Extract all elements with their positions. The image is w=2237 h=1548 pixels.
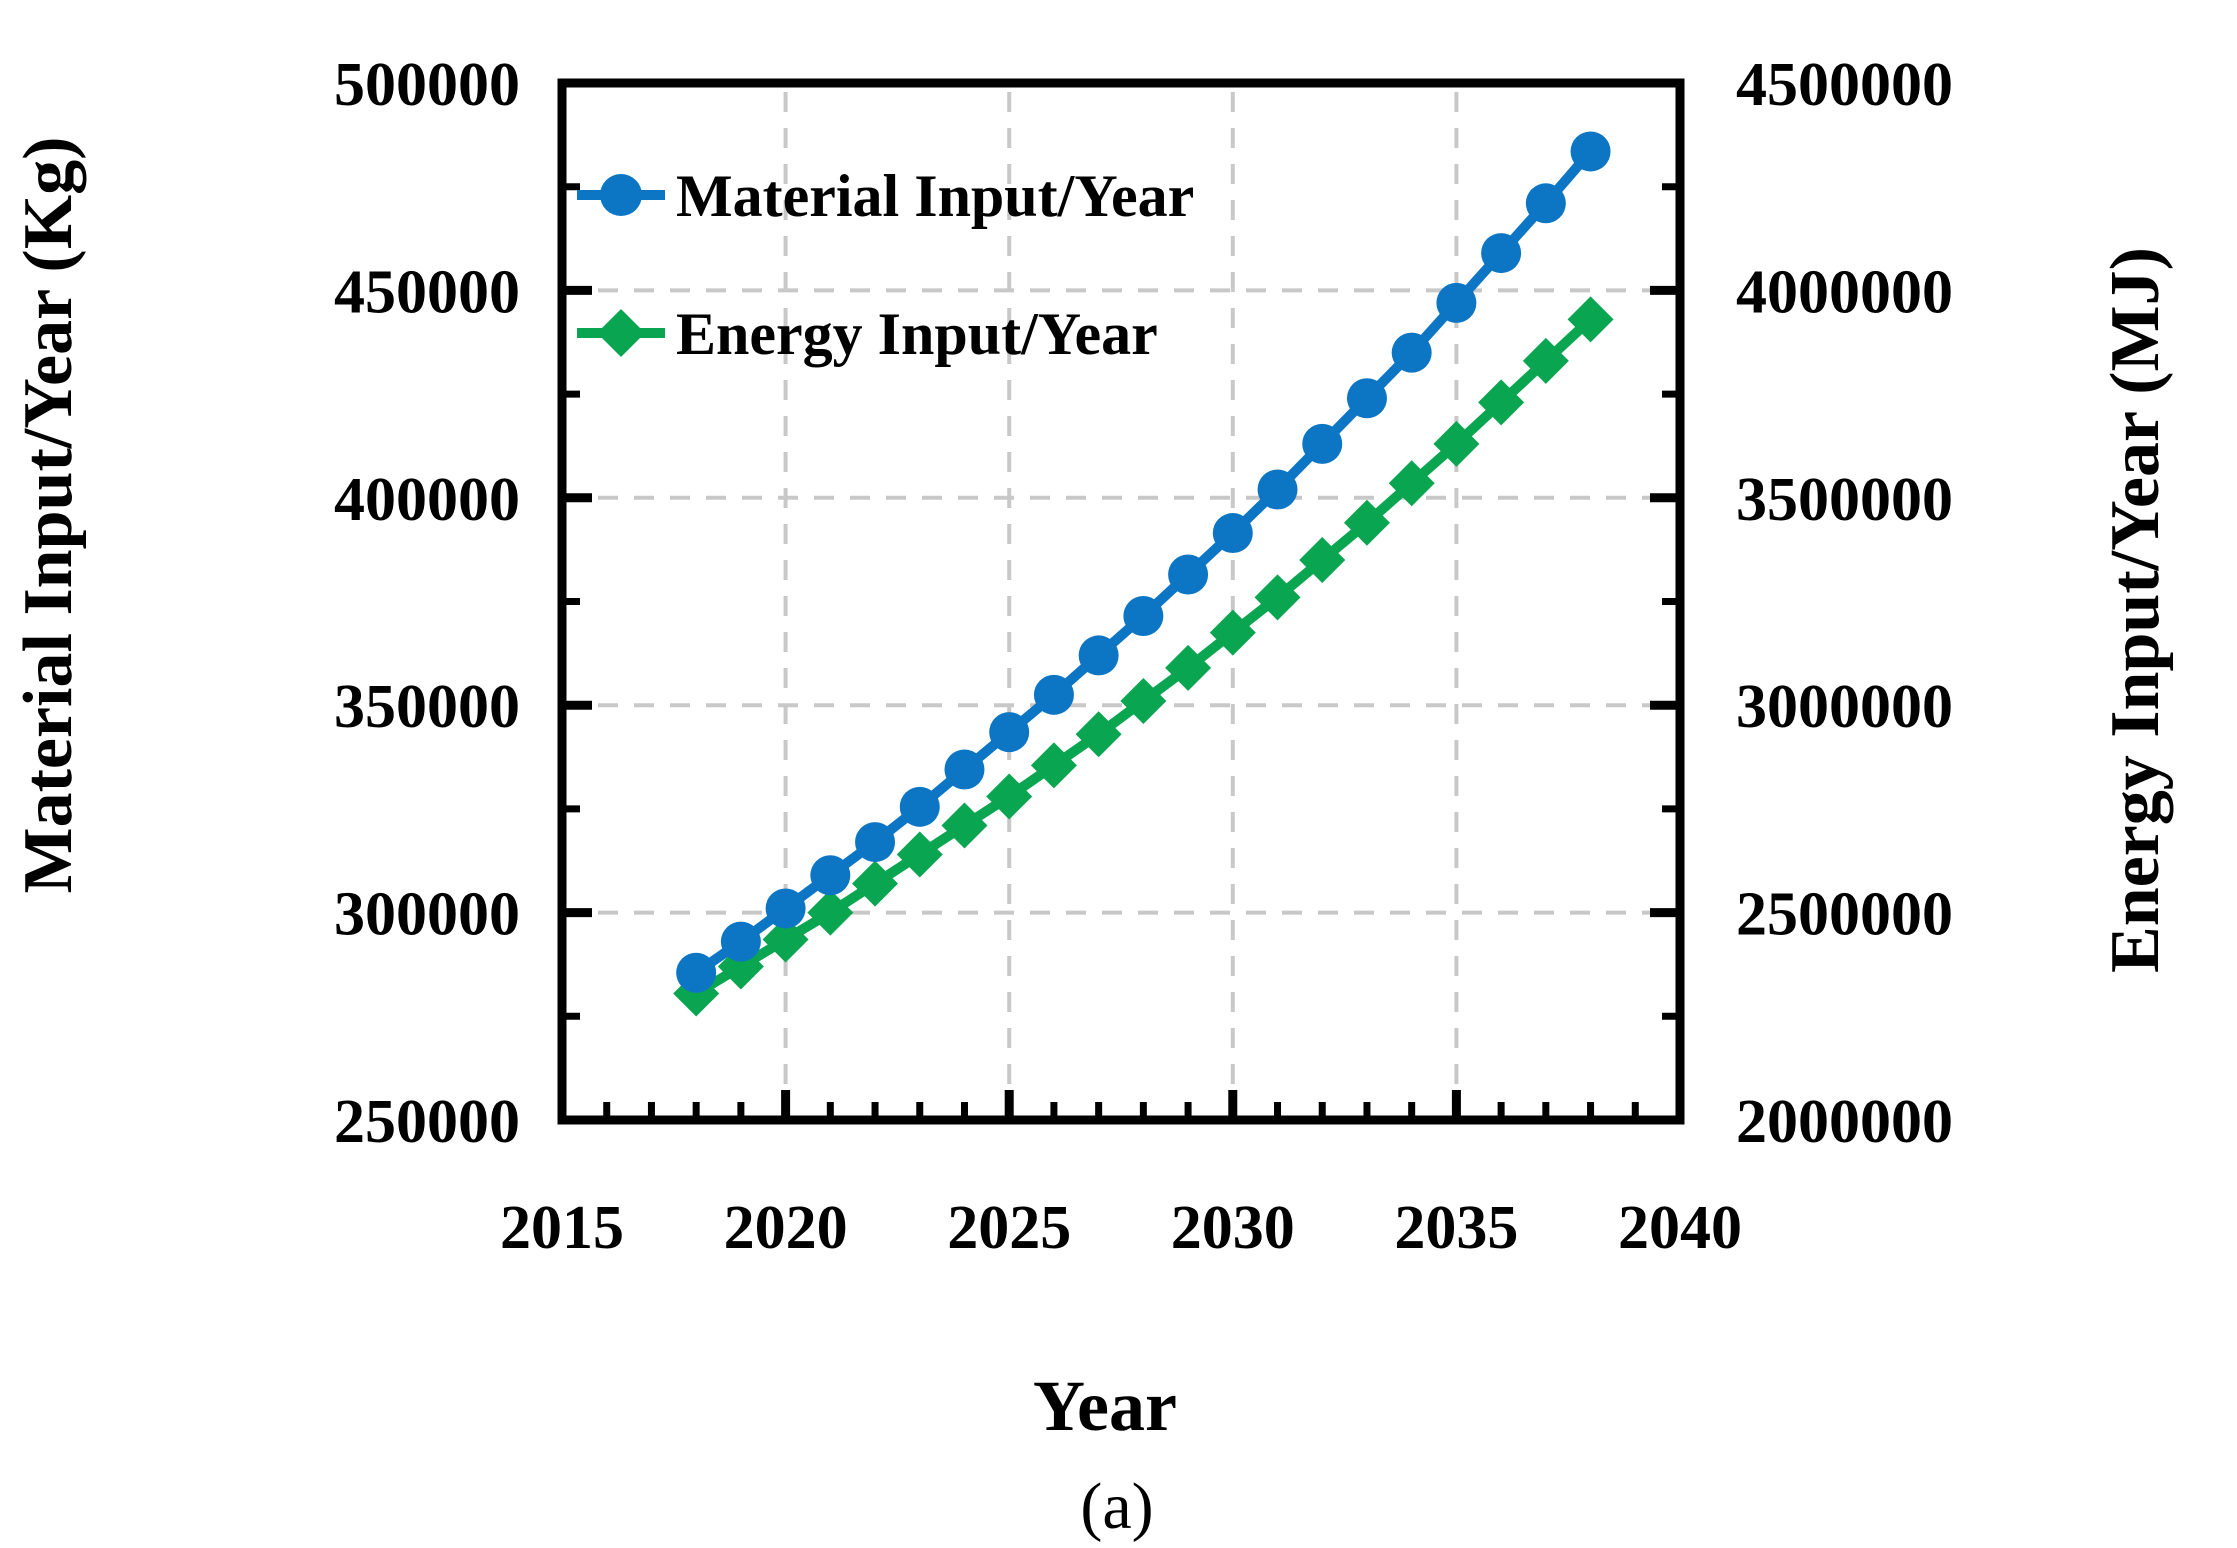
- series-material-input: [676, 131, 1611, 993]
- y-left-tick-label: 500000: [334, 51, 520, 119]
- data-point-circle: [1212, 513, 1253, 554]
- x-tick-label: 2025: [947, 1194, 1071, 1262]
- y-axis-title-left: Material Input/Year (Kg): [10, 137, 87, 894]
- y-left-tick-label: 300000: [334, 881, 520, 949]
- y-left-tick-label: 450000: [334, 258, 520, 326]
- data-point-circle: [855, 822, 896, 863]
- data-point-diamond: [852, 860, 899, 907]
- data-point-circle: [1570, 131, 1611, 172]
- legend-label-energy: Energy Input/Year: [676, 301, 1158, 367]
- data-point-circle: [1436, 282, 1477, 323]
- data-point-circle: [1391, 332, 1432, 373]
- data-point-diamond: [1254, 574, 1301, 621]
- data-point-circle: [720, 921, 761, 962]
- data-point-circle: [1078, 635, 1119, 676]
- data-point-diamond: [1120, 678, 1167, 725]
- data-point-diamond: [941, 802, 988, 849]
- data-point-diamond: [1567, 296, 1614, 343]
- data-point-diamond: [1075, 711, 1122, 758]
- data-point-circle: [1525, 183, 1566, 224]
- y-axis-right-tick-labels: 2000000 2500000 3000000 3500000 4000000 45000…: [1736, 51, 1953, 1156]
- x-tick-label: 2015: [500, 1194, 624, 1262]
- legend-marker-material: [577, 174, 665, 216]
- data-point-circle: [944, 749, 985, 790]
- x-axis-title: Year: [1033, 1366, 1177, 1446]
- data-point-diamond: [1165, 644, 1212, 691]
- data-point-circle: [1302, 423, 1343, 464]
- data-point-circle: [765, 888, 806, 929]
- y-right-tick-label: 4500000: [1736, 51, 1953, 119]
- data-point-diamond: [1299, 537, 1346, 584]
- axis-ticks: [557, 78, 1685, 1125]
- data-point-circle: [1123, 596, 1164, 637]
- data-point-diamond: [896, 831, 943, 878]
- data-point-circle: [1346, 378, 1387, 419]
- y-left-tick-label: 350000: [334, 673, 520, 741]
- data-point-diamond: [1388, 460, 1435, 507]
- x-tick-label: 2030: [1171, 1194, 1295, 1262]
- series-energy-input: [673, 296, 1614, 1017]
- legend: Material Input/Year Energy Input/Year: [577, 163, 1194, 367]
- legend-label-material: Material Input/Year: [676, 163, 1194, 229]
- y-axis-title-right: Energy Input/Year (MJ): [2097, 247, 2174, 973]
- gridlines: [562, 83, 1680, 1120]
- data-point-diamond: [807, 889, 854, 936]
- x-tick-label: 2035: [1394, 1194, 1518, 1262]
- legend-circle-marker: [600, 174, 642, 216]
- data-point-diamond: [1030, 742, 1077, 789]
- data-point-diamond: [1522, 337, 1569, 384]
- data-point-diamond: [1343, 499, 1390, 546]
- figure-caption: (a): [1080, 1470, 1153, 1543]
- y-left-tick-label: 400000: [334, 466, 520, 534]
- data-point-circle: [676, 952, 717, 993]
- x-axis-tick-labels: 2015 2020 2025 2030 2035 2040: [500, 1194, 1742, 1262]
- y-axis-left-tick-labels: 250000 300000 350000 400000 450000 500000: [334, 51, 520, 1156]
- x-tick-label: 2040: [1618, 1194, 1742, 1262]
- x-tick-label: 2020: [724, 1194, 848, 1262]
- data-point-diamond: [1478, 379, 1525, 426]
- data-point-circle: [1168, 554, 1209, 595]
- data-point-diamond: [1209, 609, 1256, 656]
- data-point-circle: [1033, 674, 1074, 715]
- legend-diamond-marker: [597, 309, 645, 357]
- y-left-tick-label: 250000: [334, 1088, 520, 1156]
- legend-marker-energy: [577, 309, 665, 357]
- y-right-tick-label: 3000000: [1736, 673, 1953, 741]
- data-point-circle: [1481, 233, 1522, 274]
- data-point-diamond: [1433, 420, 1480, 467]
- data-point-circle: [1257, 469, 1298, 510]
- y-right-tick-label: 2500000: [1736, 881, 1953, 949]
- y-right-tick-label: 3500000: [1736, 466, 1953, 534]
- y-right-tick-label: 4000000: [1736, 258, 1953, 326]
- data-point-circle: [899, 786, 940, 827]
- data-point-diamond: [986, 773, 1033, 820]
- data-point-circle: [810, 855, 851, 896]
- data-point-circle: [989, 712, 1030, 753]
- y-right-tick-label: 2000000: [1736, 1088, 1953, 1156]
- data-point-diamond: [762, 916, 809, 963]
